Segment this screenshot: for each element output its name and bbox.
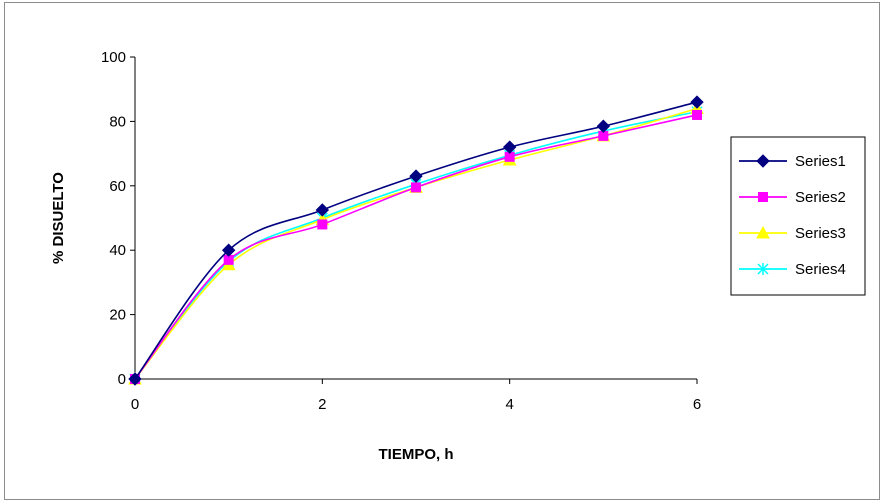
line-chart: 0 20 40 60 80 100 0 2 4 6 % DISUELTO TIEMPO, h S… [50,49,866,463]
legend-label: Series3 [795,225,846,242]
y-tick-label: 40 [109,242,126,259]
y-tick-label: 80 [109,113,126,130]
series-1-point [596,119,611,133]
legend-marker [757,263,769,275]
legend-marker [756,225,770,239]
series-4-line [134,110,698,380]
series-1-point [502,140,517,154]
series-2-line [134,114,698,380]
y-axis-title: % DISUELTO [50,172,67,264]
legend-label: Series1 [795,153,846,170]
series-1-line [134,101,698,380]
series-2 [130,109,702,384]
series-3 [128,101,704,385]
x-ticks: 0 2 4 6 [131,379,701,413]
series-1-point [409,169,423,183]
series-1 [128,95,704,386]
y-tick-label: 60 [109,178,126,195]
legend-label: Series4 [795,261,846,278]
x-axis-title: TIEMPO, h [379,446,454,463]
series-2-point [411,182,421,193]
series-1-point [128,372,142,386]
legend-label: Series2 [795,189,846,206]
y-tick-label: 100 [101,49,126,66]
y-tick-label: 20 [109,307,126,324]
legend: Series1 Series2 Series3 Series4 [730,136,866,296]
series-3-line [134,107,698,380]
x-tick-label: 2 [318,396,326,413]
x-tick-label: 0 [131,396,139,413]
y-tick-label: 0 [118,371,126,388]
series-4 [129,105,703,385]
x-tick-label: 6 [693,396,701,413]
series-2-point [692,109,702,120]
legend-marker [756,154,770,168]
series-1-point [690,95,704,109]
series-1-point [221,243,236,257]
series-2-point [317,219,328,230]
series-1-point [315,203,330,217]
y-ticks: 0 20 40 60 80 100 [101,49,135,388]
series-layer [128,95,704,386]
x-tick-label: 4 [505,396,513,413]
legend-marker [758,192,768,202]
chart-frame: 0 20 40 60 80 100 0 2 4 6 % DISUELTO TIEMPO, h S… [4,2,880,500]
